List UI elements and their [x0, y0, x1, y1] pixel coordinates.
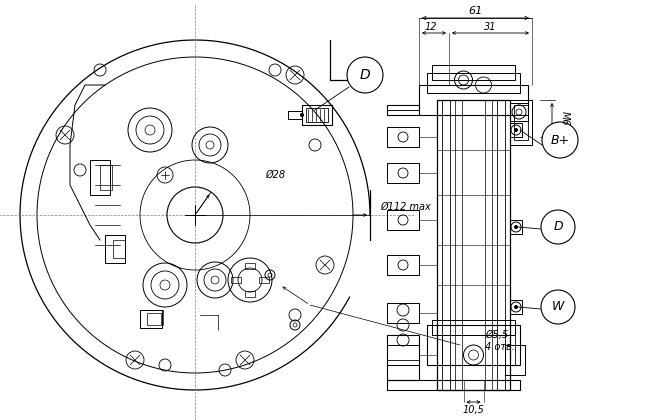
Bar	[387, 105, 419, 115]
Circle shape	[301, 113, 304, 116]
Text: B+: B+	[551, 134, 570, 147]
Text: 31: 31	[484, 22, 496, 32]
Bar	[419, 85, 528, 115]
Bar	[427, 325, 520, 365]
Text: Ø28: Ø28	[265, 170, 285, 180]
Text: 4 отв.: 4 отв.	[485, 342, 515, 352]
Bar	[100, 165, 112, 190]
Bar	[427, 73, 520, 93]
Bar	[259, 277, 269, 283]
Circle shape	[541, 290, 575, 324]
Text: 12: 12	[425, 22, 438, 32]
Bar	[437, 100, 510, 390]
Text: Ø112 max: Ø112 max	[380, 202, 431, 212]
Bar	[302, 105, 332, 125]
Bar	[510, 123, 522, 137]
Bar	[510, 100, 532, 145]
Bar	[387, 127, 419, 147]
Circle shape	[347, 57, 383, 93]
Text: D: D	[553, 220, 563, 234]
Text: Ø5,5: Ø5,5	[485, 330, 509, 340]
Bar	[140, 310, 162, 328]
Bar	[387, 105, 419, 110]
Bar	[432, 65, 515, 80]
Bar	[510, 300, 522, 314]
Bar	[497, 100, 505, 390]
Bar	[288, 111, 302, 119]
Bar	[245, 263, 255, 269]
Circle shape	[515, 129, 517, 131]
Bar	[387, 303, 419, 323]
Bar	[245, 291, 255, 297]
Circle shape	[542, 122, 578, 158]
Bar	[505, 345, 525, 375]
Bar	[387, 335, 419, 380]
Circle shape	[515, 305, 517, 309]
Bar	[105, 235, 125, 263]
Circle shape	[515, 226, 517, 228]
Bar	[387, 163, 419, 183]
Bar	[306, 108, 328, 122]
Bar	[387, 360, 419, 380]
Bar	[432, 320, 515, 335]
Bar	[510, 220, 522, 234]
Bar	[514, 105, 528, 140]
Bar	[90, 160, 110, 195]
Bar	[147, 313, 161, 325]
Text: W: W	[552, 300, 564, 313]
Bar	[387, 380, 520, 390]
Text: M6: M6	[560, 111, 570, 126]
Bar	[231, 277, 241, 283]
Bar	[442, 100, 450, 390]
Text: 61: 61	[468, 6, 482, 16]
Bar	[113, 240, 125, 258]
Circle shape	[541, 210, 575, 244]
Bar	[442, 335, 515, 365]
Bar	[510, 103, 528, 121]
Text: D: D	[360, 68, 371, 82]
Bar	[387, 255, 419, 275]
Text: 10,5: 10,5	[462, 405, 484, 415]
Bar	[387, 345, 419, 365]
Bar	[387, 210, 419, 230]
